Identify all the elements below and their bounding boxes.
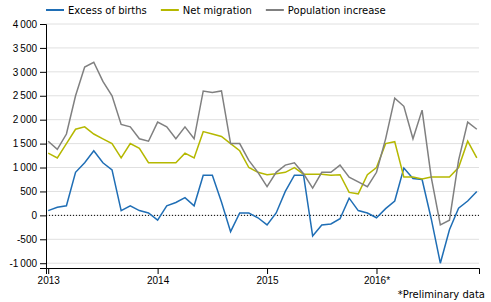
y-tick-label: 0 — [31, 210, 37, 221]
grid-line — [46, 239, 479, 240]
legend-item: Excess of births — [46, 5, 147, 16]
x-tick: 2014 — [147, 268, 170, 286]
grid-line — [46, 167, 479, 168]
y-tick-label: 3 500 — [13, 43, 38, 54]
legend-item: Net migration — [161, 5, 252, 16]
grid-line — [46, 119, 479, 120]
grid-line — [46, 71, 479, 72]
y-tick: 1 000 — [13, 162, 46, 173]
y-tick-label: 500 — [20, 186, 37, 197]
y-tick: 2 000 — [13, 114, 46, 125]
x-tick-label: 2014 — [147, 275, 170, 286]
x-tick: 2015 — [256, 268, 279, 286]
y-tick: 500 — [20, 186, 46, 197]
y-tick-label: -500 — [17, 234, 37, 245]
series-line — [48, 62, 477, 225]
y-tick-mark — [40, 24, 46, 25]
y-tick-label: 1 000 — [13, 162, 38, 173]
x-tick-mark — [267, 268, 268, 274]
y-tick-mark — [40, 215, 46, 216]
x-tick: 2013 — [38, 268, 61, 286]
legend-swatch — [266, 9, 284, 11]
y-tick-mark — [40, 72, 46, 73]
y-tick-label: -1 000 — [9, 258, 37, 269]
y-tick-mark — [40, 96, 46, 97]
y-tick: 0 — [31, 210, 46, 221]
y-tick: 3 000 — [13, 67, 46, 78]
x-axis-line — [47, 269, 480, 275]
y-tick-mark — [40, 263, 46, 264]
x-tick-label: 2016* — [364, 275, 390, 286]
x-tick-mark — [376, 268, 377, 274]
plot: 2013 2014 2015 2016* -1 000 -500 0 500 1 000 1 50… — [9, 19, 479, 286]
y-axis: -1 000 -500 0 500 1 000 1 500 2 000 2 500 3 000 3… — [9, 19, 46, 269]
legend-label: Excess of births — [68, 5, 147, 16]
footnote: *Preliminary data — [398, 289, 485, 300]
zero-line — [46, 215, 479, 216]
x-axis: 2013 2014 2015 2016* — [38, 268, 480, 286]
y-tick-label: 2 500 — [13, 90, 38, 101]
legend-label: Net migration — [183, 5, 252, 16]
grid-line — [46, 263, 479, 264]
y-tick: 3 500 — [13, 43, 46, 54]
x-tick-label: 2013 — [38, 275, 61, 286]
y-tick-mark — [40, 144, 46, 145]
grid — [46, 24, 479, 263]
y-axis-line — [40, 25, 47, 269]
grid-line — [46, 24, 479, 25]
y-tick: 1 500 — [13, 138, 46, 149]
y-tick: 4 000 — [13, 19, 46, 30]
y-tick-label: 3 000 — [13, 67, 38, 78]
y-tick-mark — [40, 191, 46, 192]
y-tick-label: 2 000 — [13, 114, 38, 125]
x-tick-mark — [48, 268, 49, 274]
x-tick-label: 2015 — [256, 275, 279, 286]
chart: 2013 2014 2015 2016* -1 000 -500 0 500 1 000 1 50… — [0, 0, 491, 302]
legend-swatch — [161, 9, 179, 11]
y-tick: -500 — [17, 234, 46, 245]
series-line — [48, 151, 477, 263]
grid-line — [46, 191, 479, 192]
y-tick-label: 4 000 — [13, 19, 38, 30]
y-tick: 2 500 — [13, 90, 46, 101]
grid-line — [46, 47, 479, 48]
legend-item: Population increase — [266, 5, 386, 16]
x-tick-mark — [158, 268, 159, 274]
legend-label: Population increase — [288, 5, 386, 16]
y-tick-label: 1 500 — [13, 138, 38, 149]
legend-swatch — [46, 9, 64, 11]
y-tick-mark — [40, 120, 46, 121]
lines — [48, 62, 477, 263]
y-tick: -1 000 — [9, 258, 46, 269]
grid-line — [46, 215, 479, 216]
legend: Excess of births Net migration Population … — [46, 5, 386, 16]
x-tick: 2016* — [364, 268, 390, 286]
y-tick-mark — [40, 239, 46, 240]
y-tick-mark — [40, 168, 46, 169]
y-tick-mark — [40, 48, 46, 49]
